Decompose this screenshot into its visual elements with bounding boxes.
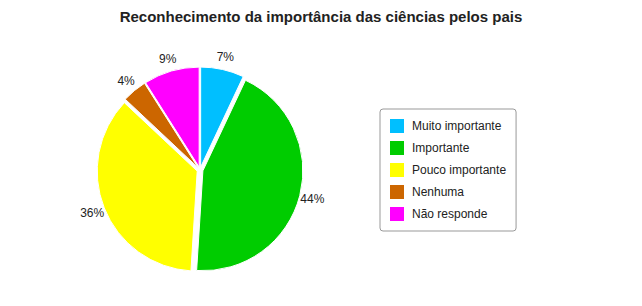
legend-label: Nenhuma [412, 185, 464, 199]
data-label: 7% [217, 50, 235, 64]
data-label: 9% [159, 52, 177, 66]
chart-title: Reconhecimento da importância das ciênci… [120, 8, 523, 25]
legend-swatch [390, 185, 404, 199]
legend-item: Não responde [390, 207, 488, 221]
data-label: 36% [80, 206, 104, 220]
pie-group: 7% 44% 36% 4% 9% [80, 50, 325, 271]
legend-swatch [390, 163, 404, 177]
legend-label: Muito importante [412, 119, 502, 133]
legend-item: Importante [390, 141, 470, 155]
legend-label: Não responde [412, 207, 488, 221]
legend-label: Importante [412, 141, 470, 155]
legend-item: Muito importante [390, 119, 502, 133]
chart-container: Reconhecimento da importância das ciênci… [0, 0, 642, 306]
legend-frame [380, 109, 516, 231]
legend: Muito importante Importante Pouco importan… [380, 109, 516, 231]
chart-svg: Reconhecimento da importância das ciênci… [0, 0, 642, 306]
pie-slice [197, 80, 303, 270]
legend-swatch [390, 141, 404, 155]
legend-swatch [390, 207, 404, 221]
legend-label: Pouco importante [412, 163, 506, 177]
legend-item: Pouco importante [390, 163, 506, 177]
data-label: 4% [117, 74, 135, 88]
legend-item: Nenhuma [390, 185, 464, 199]
legend-swatch [390, 119, 404, 133]
pie-slice [146, 67, 200, 167]
data-label: 44% [300, 192, 324, 206]
